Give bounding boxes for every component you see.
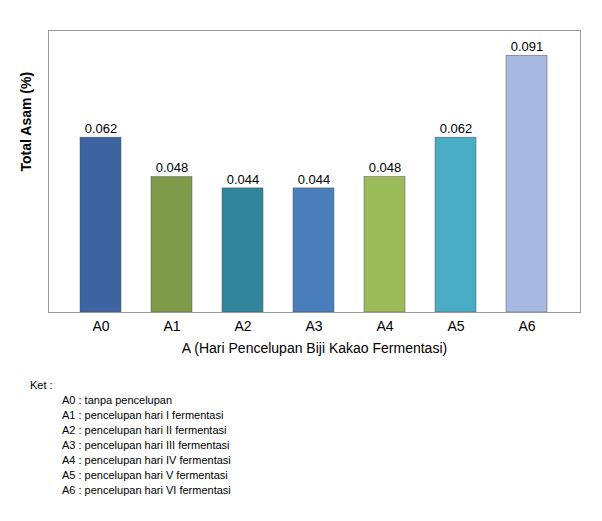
svg-text:A1: A1	[163, 318, 180, 334]
svg-text:A6: A6	[518, 318, 535, 334]
html-text:A4 : pencelupan hari IV fermen: A4 : pencelupan hari IV fermentasi	[62, 454, 231, 466]
svg-text:0.062: 0.062	[440, 121, 473, 136]
svg-text:0.044: 0.044	[227, 172, 260, 187]
html-text:A6 : pencelupan hari VI fermen: A6 : pencelupan hari VI fermentasi	[62, 484, 231, 496]
svg-text:0.091: 0.091	[511, 39, 544, 54]
svg-text:A3: A3	[305, 318, 322, 334]
html-text:A0 : tanpa pencelupan: A0 : tanpa pencelupan	[62, 394, 173, 406]
svg-text:Total Asam (%): Total Asam (%)	[18, 72, 34, 172]
html-text:A2 : pencelupan hari II fermen: A2 : pencelupan hari II fermentasi	[62, 424, 227, 436]
svg-text:A (Hari Pencelupan Biji Kakao: A (Hari Pencelupan Biji Kakao Fermentasi…	[182, 340, 447, 356]
html-text:A1 : pencelupan hari I ferment: A1 : pencelupan hari I fermentasi	[62, 409, 224, 421]
svg-text:A4: A4	[376, 318, 393, 334]
svg-text:A5: A5	[447, 318, 464, 334]
html-text:A3 : pencelupan hari III ferme: A3 : pencelupan hari III fermentasi	[62, 439, 230, 451]
svg-text:0.044: 0.044	[298, 172, 331, 187]
html-text:A5 : pencelupan hari V ferment: A5 : pencelupan hari V fermentasi	[62, 469, 228, 481]
svg-text:0.048: 0.048	[156, 160, 189, 175]
svg-text:0.048: 0.048	[369, 160, 402, 175]
svg-text:A2: A2	[234, 318, 251, 334]
svg-text:A0: A0	[92, 318, 109, 334]
html-text:Ket :: Ket :	[30, 379, 53, 391]
svg-text:0.062: 0.062	[85, 121, 118, 136]
